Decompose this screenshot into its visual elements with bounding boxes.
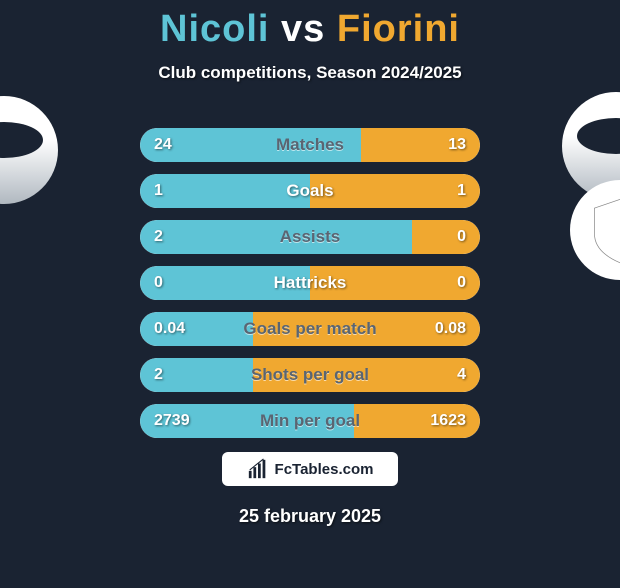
stat-row: Goals per match0.04 0.08 xyxy=(140,312,480,346)
stat-label: Matches xyxy=(140,128,480,162)
stat-row: Matches24 13 xyxy=(140,128,480,162)
stat-value-left: 0.04 xyxy=(154,312,185,346)
site-logo-text: FcTables.com xyxy=(275,461,374,478)
stat-row: Shots per goal2 4 xyxy=(140,358,480,392)
stat-label: Goals xyxy=(140,174,480,208)
stats-rows: Matches2413Goals11Assists20Hattricks00Go… xyxy=(140,128,480,438)
stat-row: Assists2 0 xyxy=(140,220,480,254)
player1-name: Nicoli xyxy=(160,8,269,50)
stat-value-right: 1 xyxy=(457,174,466,208)
stat-value-right: 4 xyxy=(457,358,466,392)
stat-label: Goals per match xyxy=(140,312,480,346)
site-logo: FcTables.com xyxy=(222,452,398,486)
stat-value-left: 0 xyxy=(154,266,163,300)
stat-value-left: 24 xyxy=(154,128,172,162)
stat-row: Hattricks0 0 xyxy=(140,266,480,300)
vs-separator: vs xyxy=(281,8,325,50)
stat-value-left: 2 xyxy=(154,358,163,392)
player1-avatar xyxy=(0,96,58,204)
stat-label: Assists xyxy=(140,220,480,254)
bar-chart-icon xyxy=(247,458,269,480)
stat-label: Shots per goal xyxy=(140,358,480,392)
stat-value-left: 2739 xyxy=(154,404,190,438)
stat-value-right: 0 xyxy=(457,266,466,300)
player2-club-badge xyxy=(570,180,620,280)
stat-value-right: 13 xyxy=(448,128,466,162)
stat-label: Min per goal xyxy=(140,404,480,438)
stat-value-left: 2 xyxy=(154,220,163,254)
stat-value-right: 0.08 xyxy=(435,312,466,346)
stat-row: Min per goal2739 1623 xyxy=(140,404,480,438)
player2-name: Fiorini xyxy=(337,8,460,50)
subtitle-text: Club competitions, Season 2024/2025 xyxy=(0,63,620,83)
stat-value-left: 1 xyxy=(154,174,163,208)
stat-row: Goals1 1 xyxy=(140,174,480,208)
stat-value-right: 1623 xyxy=(430,404,466,438)
shield-icon xyxy=(584,194,620,266)
comparison-title: Nicoli vs Fiorini xyxy=(0,8,620,51)
footer-date: 25 february 2025 xyxy=(0,506,620,527)
stat-value-right: 0 xyxy=(457,220,466,254)
stat-label: Hattricks xyxy=(140,266,480,300)
